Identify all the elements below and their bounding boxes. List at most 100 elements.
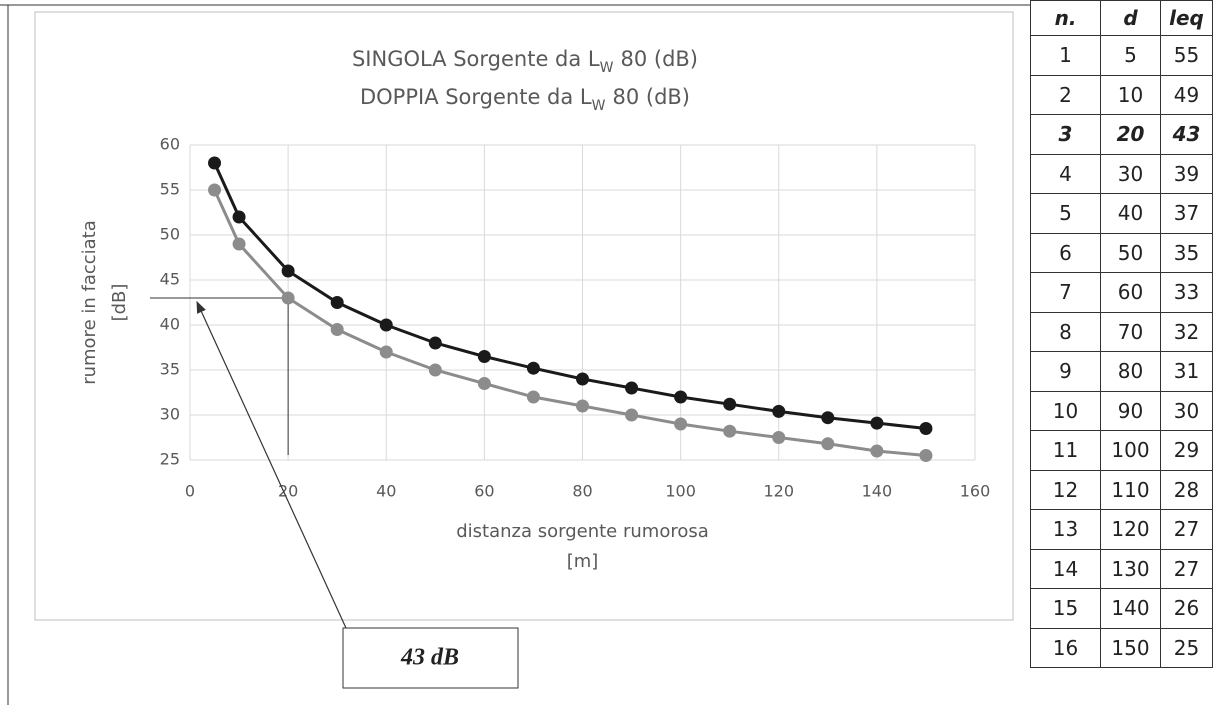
- table-cell: 2: [1030, 74, 1101, 115]
- table-cell: 100: [1100, 430, 1161, 471]
- table-row: 11 100 29: [1030, 430, 1213, 471]
- table-cell: 30: [1160, 390, 1213, 431]
- data-point: [379, 345, 393, 359]
- table-row: 10 90 30: [1030, 390, 1213, 431]
- table-cell: 3: [1030, 114, 1101, 155]
- chart-box: [34, 11, 1014, 621]
- x-tick-label: 140: [862, 482, 893, 501]
- chart: SINGOLA Sorgente da LW 80 (dB) DOPPIA Sorg…: [0, 4, 1030, 705]
- data-point: [821, 411, 835, 425]
- data-point: [576, 372, 589, 386]
- y-tick-label: 25: [160, 450, 180, 469]
- table-row: 16 150 25: [1030, 627, 1213, 668]
- data-point: [625, 381, 639, 395]
- table-cell: 20: [1100, 114, 1161, 155]
- table-cell: 35: [1160, 232, 1213, 273]
- x-tick-label: 120: [763, 482, 794, 501]
- table-cell: 12: [1030, 469, 1101, 510]
- y-axis-label: rumore in facciata: [79, 220, 100, 385]
- data-point: [526, 361, 540, 375]
- data-point: [232, 237, 246, 251]
- x-tick-label: 0: [185, 482, 195, 501]
- header-row: n. d leq: [1030, 0, 1213, 36]
- y-tick-label: 55: [160, 180, 180, 199]
- data-point: [723, 397, 737, 411]
- y-tick-label: 40: [160, 315, 180, 334]
- y-tick-label: 35: [160, 360, 180, 379]
- table-cell: 150: [1100, 627, 1161, 668]
- table-row: 9 80 31: [1030, 351, 1213, 392]
- table-cell: 31: [1160, 351, 1213, 392]
- table-cell: 27: [1160, 548, 1213, 589]
- table-row: 7 60 33: [1030, 272, 1213, 313]
- table-row: 14 130 27: [1030, 548, 1213, 589]
- data-point: [772, 404, 786, 418]
- x-tick-label: 60: [474, 482, 494, 501]
- data-point: [330, 323, 344, 336]
- table-cell: 80: [1100, 351, 1161, 392]
- y-tick-label: 30: [160, 405, 180, 424]
- table-cell: 40: [1100, 193, 1161, 234]
- table-cell: 32: [1160, 311, 1213, 352]
- y-tick-label: 45: [160, 270, 180, 289]
- data-point: [232, 210, 246, 224]
- annotation-text: 43 dB: [400, 645, 459, 671]
- y-tick-label: 50: [160, 225, 180, 244]
- data-point: [723, 424, 737, 438]
- table-cell: 60: [1100, 272, 1161, 313]
- x-tick-label: 100: [665, 482, 696, 501]
- table-row: 3 20 43: [1030, 114, 1213, 155]
- annotation-box: [342, 627, 519, 689]
- data-point: [919, 449, 933, 462]
- table-cell: leq: [1160, 0, 1213, 36]
- y-axis-label: [dB]: [109, 284, 130, 322]
- table-cell: 30: [1100, 153, 1161, 194]
- data-point: [428, 363, 442, 377]
- title-part: 80 (dB): [620, 47, 698, 71]
- x-axis-label: distanza sorgente rumorosa: [456, 521, 709, 542]
- y-tick-label: 60: [160, 135, 180, 154]
- table-row: 6 50 35: [1030, 232, 1213, 273]
- table-cell: 39: [1160, 153, 1213, 194]
- data-point: [208, 183, 222, 197]
- table-row: 12 110 28: [1030, 469, 1213, 510]
- x-axis-label: [m]: [567, 551, 599, 572]
- x-tick-label: 160: [960, 482, 991, 501]
- table-cell: 140: [1100, 588, 1161, 629]
- data-point: [821, 437, 835, 451]
- title-part: DOPPIA Sorgente da L: [360, 85, 592, 109]
- table-cell: 29: [1160, 430, 1213, 471]
- data-point: [625, 408, 639, 422]
- data-point: [208, 156, 222, 170]
- table-cell: 16: [1030, 627, 1101, 668]
- table-cell: 5: [1030, 193, 1101, 234]
- table-cell: 15: [1030, 588, 1101, 629]
- table-cell: 90: [1100, 390, 1161, 431]
- table-cell: d: [1100, 0, 1161, 36]
- table-cell: 50: [1100, 232, 1161, 273]
- data-point: [428, 336, 442, 350]
- x-tick-label: 20: [278, 482, 298, 501]
- table-cell: n.: [1030, 0, 1101, 36]
- table-row: 2 10 49: [1030, 74, 1213, 115]
- data-point: [870, 416, 884, 430]
- data-point: [330, 296, 344, 309]
- chart-title: SINGOLA Sorgente da LW 80 (dB): [352, 47, 698, 76]
- table-cell: 14: [1030, 548, 1101, 589]
- data-point: [526, 390, 540, 404]
- table-cell: 33: [1160, 272, 1213, 313]
- table-cell: 27: [1160, 509, 1213, 550]
- table-cell: 7: [1030, 272, 1101, 313]
- table-row: 13 120 27: [1030, 509, 1213, 550]
- table-row: 4 30 39: [1030, 153, 1213, 194]
- table-cell: 9: [1030, 351, 1101, 392]
- table-cell: 13: [1030, 509, 1101, 550]
- table-cell: 43: [1160, 114, 1213, 155]
- data-point: [772, 431, 786, 444]
- table-cell: 49: [1160, 74, 1213, 115]
- x-tick-label: 40: [376, 482, 396, 501]
- data-table: n. d leq 1 5 55 2 10 49 3 20 43 4 30 39 5 40 37 6 50 35 7 60 33…: [1030, 0, 1213, 668]
- data-point: [281, 291, 295, 305]
- table-cell: 6: [1030, 232, 1101, 273]
